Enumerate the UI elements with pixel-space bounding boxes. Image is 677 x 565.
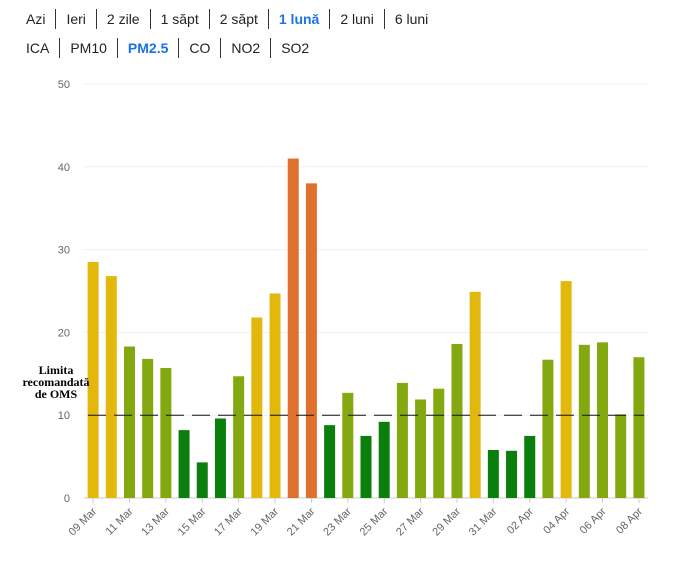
- bar-13-mar[interactable]: [160, 368, 172, 498]
- x-tick-label: 25 Mar: [358, 505, 391, 538]
- bar-15-mar[interactable]: [196, 462, 208, 498]
- bar-23-mar[interactable]: [342, 392, 354, 498]
- bar-19-mar[interactable]: [269, 293, 281, 498]
- tab-pollutant-so2[interactable]: SO2: [270, 38, 319, 58]
- bar-07-apr[interactable]: [615, 414, 627, 498]
- bar-20-mar[interactable]: [287, 158, 299, 498]
- bar-26-mar[interactable]: [396, 382, 408, 498]
- who-limit-label: recomandată: [22, 375, 89, 389]
- bar-09-mar[interactable]: [87, 262, 99, 498]
- tab-period-1-săpt[interactable]: 1 săpt: [149, 9, 209, 29]
- y-tick-label: 50: [58, 79, 70, 91]
- bar-16-mar[interactable]: [214, 418, 226, 498]
- tab-pollutant-pm2-5[interactable]: PM2.5: [116, 38, 178, 58]
- tab-period-2-săpt[interactable]: 2 săpt: [208, 9, 268, 29]
- x-tick-label: 13 Mar: [139, 505, 172, 538]
- x-tick-label: 29 Mar: [430, 505, 463, 538]
- bar-27-mar[interactable]: [415, 399, 427, 498]
- x-tick-label: 11 Mar: [103, 505, 135, 537]
- bar-22-mar[interactable]: [324, 425, 336, 498]
- who-limit-label: de OMS: [35, 387, 78, 401]
- tab-period-ieri[interactable]: Ieri: [55, 9, 95, 29]
- bar-21-mar[interactable]: [305, 183, 317, 499]
- y-tick-label: 10: [58, 410, 70, 422]
- x-tick-label: 02 Apr: [505, 505, 536, 536]
- y-tick-label: 20: [58, 327, 70, 339]
- x-tick-label: 23 Mar: [321, 505, 354, 538]
- tab-period-2-zile[interactable]: 2 zile: [95, 9, 150, 29]
- bar-10-mar[interactable]: [105, 276, 117, 498]
- x-tick-label: 17 Mar: [212, 505, 245, 538]
- bar-03-apr[interactable]: [542, 359, 554, 498]
- tab-period-azi[interactable]: Azi: [26, 11, 46, 27]
- bar-18-mar[interactable]: [251, 317, 263, 499]
- bar-08-apr[interactable]: [633, 357, 645, 498]
- y-tick-label: 0: [64, 493, 70, 505]
- x-tick-label: 21 Mar: [285, 505, 318, 538]
- bar-06-apr[interactable]: [597, 342, 609, 498]
- bar-14-mar[interactable]: [178, 430, 190, 498]
- pollutant-tabs: ICA PM10 PM2.5 CO NO2 SO2: [16, 38, 319, 58]
- bar-01-apr[interactable]: [506, 450, 518, 498]
- x-tick-label: 31 Mar: [467, 505, 500, 538]
- bar-11-mar[interactable]: [123, 346, 135, 498]
- bar-30-mar[interactable]: [469, 291, 481, 498]
- x-tick-label: 06 Apr: [578, 505, 609, 536]
- x-tick-label: 09 Mar: [67, 505, 100, 538]
- period-tabs: Azi Ieri 2 zile 1 săpt 2 săpt 1 lună 2 luni 6 l…: [16, 9, 438, 29]
- y-tick-label: 30: [58, 245, 70, 257]
- x-tick-label: 19 Mar: [248, 505, 281, 538]
- bar-02-apr[interactable]: [524, 435, 536, 498]
- bar-29-mar[interactable]: [451, 343, 463, 498]
- bar-31-mar[interactable]: [487, 449, 499, 498]
- x-tick-label: 27 Mar: [394, 505, 427, 538]
- bar-28-mar[interactable]: [433, 388, 445, 498]
- bar-05-apr[interactable]: [578, 344, 590, 498]
- x-tick-label: 08 Apr: [614, 505, 645, 536]
- tab-pollutant-no2[interactable]: NO2: [220, 38, 270, 58]
- bar-04-apr[interactable]: [560, 281, 572, 498]
- tab-pollutant-ica[interactable]: ICA: [26, 40, 50, 56]
- tab-pollutant-co[interactable]: CO: [178, 38, 220, 58]
- bar-12-mar[interactable]: [142, 358, 154, 498]
- y-tick-label: 40: [58, 162, 70, 174]
- x-tick-label: 15 Mar: [176, 505, 209, 538]
- bar-24-mar[interactable]: [360, 435, 372, 498]
- bar-17-mar[interactable]: [233, 376, 245, 498]
- x-tick-label: 04 Apr: [541, 505, 572, 536]
- bar-25-mar[interactable]: [378, 421, 390, 498]
- tab-period-2-luni[interactable]: 2 luni: [329, 9, 383, 29]
- tab-period-6-luni[interactable]: 6 luni: [383, 9, 438, 29]
- tab-pollutant-pm10[interactable]: PM10: [59, 38, 117, 58]
- tab-period-1-lună[interactable]: 1 lună: [267, 9, 329, 29]
- who-limit-label: Limita: [39, 363, 74, 377]
